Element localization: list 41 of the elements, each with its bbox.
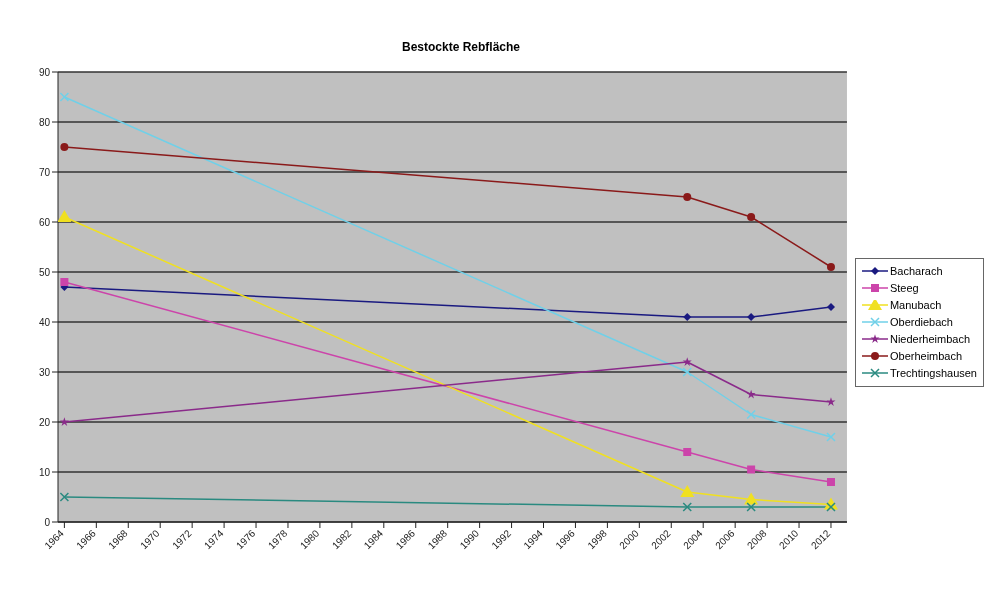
y-tick-label: 30 xyxy=(38,366,51,378)
point xyxy=(746,502,756,512)
y-tick-label: 50 xyxy=(38,266,51,278)
point xyxy=(747,213,756,221)
point xyxy=(746,389,756,399)
point xyxy=(826,303,835,311)
y-tick-label: 80 xyxy=(38,116,51,128)
point xyxy=(58,210,72,222)
point xyxy=(826,478,835,486)
legend-label: Oberheimbach xyxy=(889,350,963,362)
legend-label: Manubach xyxy=(889,299,942,311)
point xyxy=(747,313,756,321)
y-tick-label: 60 xyxy=(38,216,51,228)
point xyxy=(683,448,692,456)
point xyxy=(59,492,70,502)
point xyxy=(682,367,692,377)
point xyxy=(682,502,692,512)
point xyxy=(746,409,756,420)
point xyxy=(826,502,836,512)
chart-title: Bestockte Rebfläche xyxy=(400,40,521,54)
point xyxy=(60,278,69,286)
point xyxy=(747,465,756,474)
point xyxy=(826,263,835,271)
legend-label: Trechtingshausen xyxy=(889,367,977,379)
point xyxy=(744,492,759,505)
legend-label: Bacharach xyxy=(889,265,943,277)
point xyxy=(680,485,695,497)
legend-label: Oberdiebach xyxy=(889,316,953,328)
point xyxy=(683,313,692,321)
y-tick-label: 70 xyxy=(38,166,51,178)
legend-label: Steeg xyxy=(889,282,919,294)
point xyxy=(683,193,692,201)
point xyxy=(59,92,70,102)
y-tick-label: 90 xyxy=(38,66,51,78)
y-tick-label: 20 xyxy=(38,416,51,428)
y-tick-label: 10 xyxy=(38,466,51,478)
y-tick-label: 0 xyxy=(44,516,51,528)
point xyxy=(60,143,69,151)
point xyxy=(826,432,836,442)
legend-label: Niederheimbach xyxy=(889,333,971,345)
y-tick-label: 40 xyxy=(38,316,51,328)
